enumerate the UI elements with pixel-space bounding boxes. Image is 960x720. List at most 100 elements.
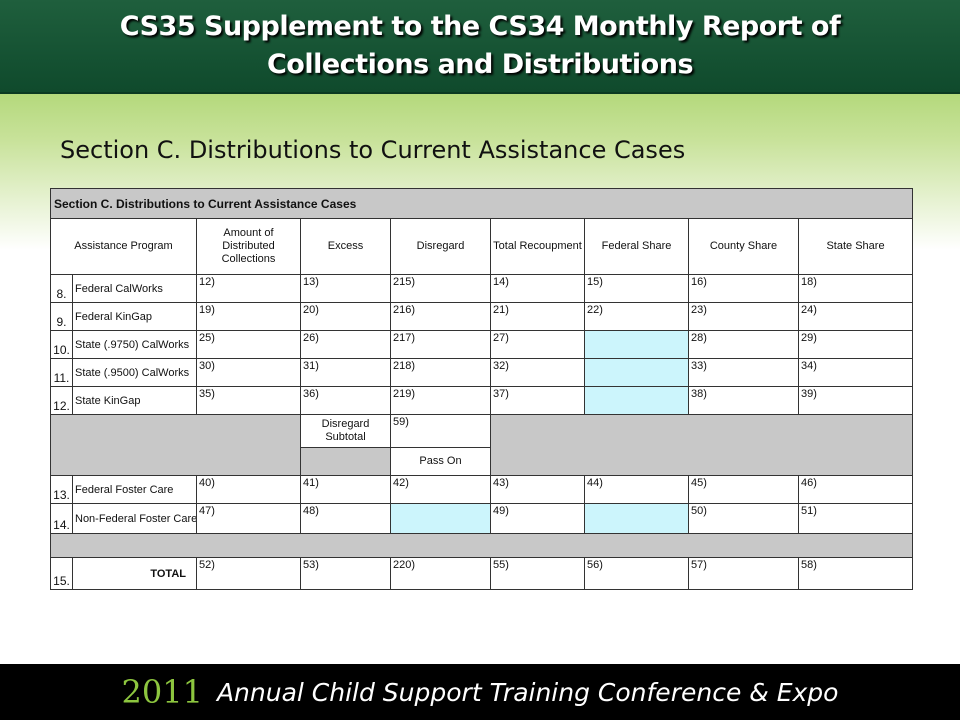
table-row: 10. State (.9750) CalWorks 25) 26) 217) … (50, 330, 914, 359)
field-cell[interactable]: 24) (797, 302, 914, 331)
slide-title-line-1: CS35 Supplement to the CS34 Monthly Repo… (119, 11, 841, 42)
table-row: 11. State (.9500) CalWorks 30) 31) 218) … (50, 358, 914, 387)
col-excess: Excess (300, 218, 391, 275)
field-cell[interactable]: 22) (584, 302, 689, 331)
row-number: 15. (50, 557, 73, 590)
field-cell[interactable]: 34) (797, 358, 914, 387)
field-cell[interactable]: 19) (196, 302, 301, 331)
field-cell[interactable]: 13) (300, 274, 391, 303)
total-row: 15. TOTAL 52) 53) 220) 55) 56) 57) 58) (50, 557, 914, 590)
field-cell[interactable]: 26) (300, 330, 391, 359)
gray-filler (49, 533, 914, 558)
row-number: 8. (50, 274, 73, 303)
shaded-cell (584, 358, 689, 387)
program-name: Federal Foster Care (72, 475, 197, 504)
pass-on-label: Pass On (390, 447, 491, 476)
field-cell[interactable]: 43) (490, 475, 585, 504)
col-state-share: State Share (797, 218, 914, 275)
program-name: State (.9750) CalWorks (72, 330, 197, 359)
footer-conference-name: Annual Child Support Training Conference… (216, 677, 839, 707)
field-cell[interactable]: 56) (584, 557, 689, 590)
row-number: 13. (50, 475, 73, 504)
field-cell[interactable]: 47) (196, 503, 301, 534)
table-row: 14. Non-Federal Foster Care 47) 48) 49) … (50, 503, 914, 534)
field-cell[interactable]: 12) (196, 274, 301, 303)
field-cell[interactable]: 52) (196, 557, 301, 590)
program-name: Federal KinGap (72, 302, 197, 331)
column-header-row: Assistance Program Amount of Distributed… (50, 218, 914, 275)
field-cell[interactable]: 216) (390, 302, 491, 331)
field-cell[interactable]: 49) (490, 503, 585, 534)
field-cell[interactable]: 217) (390, 330, 491, 359)
disregard-subtotal-field[interactable]: 59) (390, 414, 491, 448)
table-row: 12. State KinGap 35) 36) 219) 37) 38) 39… (50, 386, 914, 415)
footer-year: 2011 (121, 673, 203, 711)
shaded-cell (584, 386, 689, 415)
field-cell[interactable]: 33) (688, 358, 799, 387)
field-cell[interactable]: 53) (300, 557, 391, 590)
slide-title-line-2: Collections and Distributions (266, 49, 694, 80)
field-cell[interactable]: 15) (584, 274, 689, 303)
row-number: 14. (50, 503, 73, 534)
field-cell[interactable]: 30) (196, 358, 301, 387)
total-label: TOTAL (72, 557, 197, 590)
field-cell[interactable]: 50) (688, 503, 799, 534)
field-cell[interactable]: 218) (390, 358, 491, 387)
field-cell[interactable]: 51) (797, 503, 914, 534)
field-cell[interactable]: 28) (688, 330, 799, 359)
program-name: Non-Federal Foster Care (72, 503, 197, 534)
field-cell[interactable]: 48) (300, 503, 391, 534)
field-cell[interactable]: 42) (390, 475, 491, 504)
row-number: 11. (50, 358, 73, 387)
pass-on-row: Pass On (51, 447, 913, 476)
field-cell[interactable]: 29) (797, 330, 914, 359)
gray-filler (489, 414, 914, 476)
field-cell[interactable]: 16) (688, 274, 799, 303)
program-name: Federal CalWorks (72, 274, 197, 303)
field-cell[interactable]: 21) (490, 302, 585, 331)
field-cell[interactable]: 23) (688, 302, 799, 331)
field-cell[interactable]: 36) (300, 386, 391, 415)
distribution-table: Section C. Distributions to Current Assi… (49, 188, 914, 590)
section-label: Section C. Distributions to Current Assi… (49, 188, 914, 219)
field-cell[interactable]: 58) (797, 557, 914, 590)
field-cell[interactable]: 14) (490, 274, 585, 303)
col-federal-share: Federal Share (584, 218, 689, 275)
gray-filler (300, 447, 391, 476)
conference-footer: 2011 Annual Child Support Training Confe… (0, 664, 960, 720)
field-cell[interactable]: 37) (490, 386, 585, 415)
field-cell[interactable]: 32) (490, 358, 585, 387)
field-cell[interactable]: 20) (300, 302, 391, 331)
field-cell[interactable]: 55) (490, 557, 585, 590)
field-cell[interactable]: 40) (196, 475, 301, 504)
field-cell[interactable]: 39) (797, 386, 914, 415)
slide-header: CS35 Supplement to the CS34 Monthly Repo… (0, 0, 960, 94)
table-row: 13. Federal Foster Care 40) 41) 42) 43) … (50, 475, 914, 504)
field-cell[interactable]: 220) (390, 557, 491, 590)
field-cell[interactable]: 44) (584, 475, 689, 504)
gray-spacer-row (49, 533, 914, 558)
field-cell[interactable]: 18) (797, 274, 914, 303)
field-cell[interactable]: 45) (688, 475, 799, 504)
program-name: State (.9500) CalWorks (72, 358, 197, 387)
field-cell[interactable]: 219) (390, 386, 491, 415)
disregard-subtotal-row: Disregard Subtotal 59) (50, 414, 914, 476)
row-number: 12. (50, 386, 73, 415)
field-cell[interactable]: 38) (688, 386, 799, 415)
field-cell[interactable]: 215) (390, 274, 491, 303)
field-cell[interactable]: 46) (797, 475, 914, 504)
gray-filler (50, 414, 301, 476)
field-cell[interactable]: 25) (196, 330, 301, 359)
field-cell[interactable]: 27) (490, 330, 585, 359)
col-amount-distributed: Amount of Distributed Collections (196, 218, 301, 275)
section-header-row: Section C. Distributions to Current Assi… (49, 188, 914, 219)
field-cell[interactable]: 41) (300, 475, 391, 504)
table-row: 8. Federal CalWorks 12) 13) 215) 14) 15)… (50, 274, 914, 303)
disregard-subtotal-label: Disregard Subtotal (300, 414, 391, 448)
field-cell[interactable]: 57) (688, 557, 799, 590)
field-cell[interactable]: 31) (300, 358, 391, 387)
field-cell[interactable]: 35) (196, 386, 301, 415)
section-title: Section C. Distributions to Current Assi… (60, 136, 686, 164)
col-disregard: Disregard (390, 218, 491, 275)
shaded-cell (584, 503, 689, 534)
